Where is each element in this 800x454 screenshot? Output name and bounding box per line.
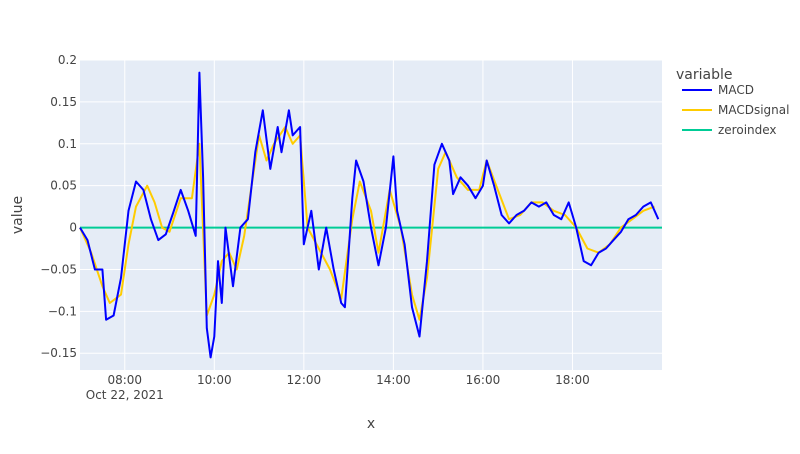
x-tick-label: 14:00 (376, 373, 411, 387)
legend-item-macdsignal[interactable]: MACDsignal (682, 103, 789, 117)
y-tick-label: −0.15 (40, 346, 77, 360)
legend-title: variable (676, 67, 732, 83)
y-tick-label: 0.05 (50, 179, 77, 193)
y-axis-label: value (10, 196, 26, 234)
legend[interactable]: variable MACD MACDsignal zeroindex (676, 67, 789, 137)
legend-label: zeroindex (718, 123, 777, 137)
y-tick-label: 0.15 (50, 95, 77, 109)
x-tick-label: 18:00 (555, 373, 590, 387)
series-layer (79, 71, 662, 359)
legend-item-zeroindex[interactable]: zeroindex (682, 123, 777, 137)
x-tick-label: 16:00 (466, 373, 501, 387)
x-tick-label: 12:00 (287, 373, 322, 387)
legend-item-macd[interactable]: MACD (682, 83, 754, 97)
series-line-macd (79, 71, 660, 359)
y-tick-label: 0.1 (58, 137, 77, 151)
x-date-label: Oct 22, 2021 (86, 388, 164, 402)
x-tick-label: 10:00 (197, 373, 232, 387)
legend-label: MACD (718, 83, 754, 97)
x-axis-label: x (367, 416, 375, 432)
y-tick-label: −0.1 (48, 304, 77, 318)
y-tick-label: 0.2 (58, 53, 77, 67)
x-tick-label: 08:00 (107, 373, 142, 387)
y-tick-label: 0 (69, 221, 77, 235)
legend-label: MACDsignal (718, 103, 789, 117)
y-tick-label: −0.05 (40, 262, 77, 276)
